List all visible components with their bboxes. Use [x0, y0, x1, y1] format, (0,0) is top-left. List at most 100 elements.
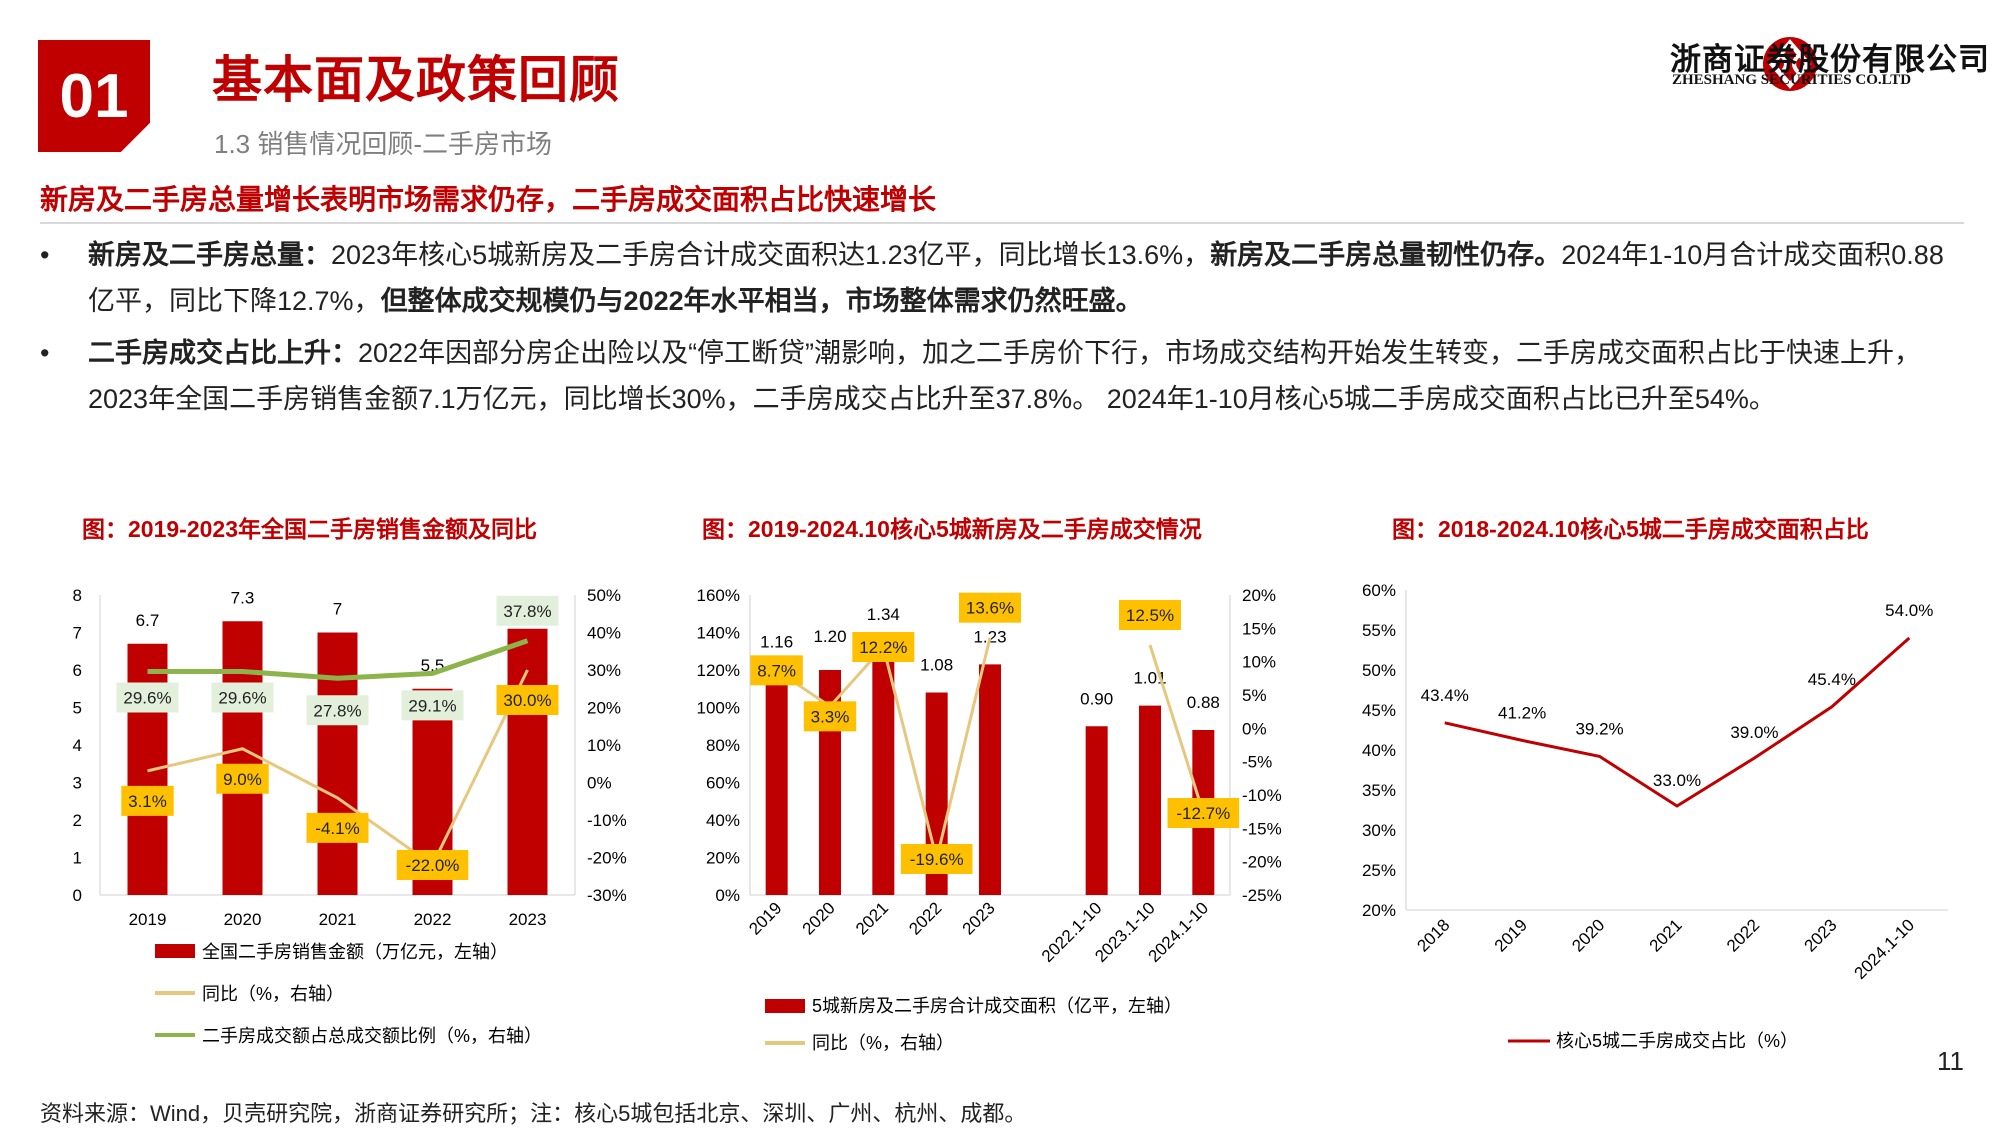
chart1-secondhand-sales: 0 1 2 3 4 5 6 7 8 -30% -20% -10% 0% 10% 20% 30% 40% 50% 20… [73, 586, 627, 1046]
right-tick-label: 15% [1242, 619, 1276, 638]
x-tick-label: 2023 [959, 898, 999, 938]
y-tick-label: 40% [1362, 741, 1396, 760]
chart3-secondhand-share: 20% 25% 30% 35% 40% 45% 50% 55% 60% 2018 2019 2020 2… [1362, 581, 1948, 1051]
bar-sales-2021 [317, 632, 358, 895]
yoy-label-box [1167, 798, 1240, 828]
yoy-label-box [216, 763, 269, 794]
right-tick-label: 5% [1242, 686, 1267, 705]
yoy-label: 9.0% [223, 770, 262, 789]
x-tick-label: 2021 [1646, 915, 1686, 955]
share-label-box [306, 695, 369, 726]
left-tick-label: 2 [73, 811, 82, 830]
left-tick-label: 6 [73, 661, 82, 680]
bullet-total-volume: • 新房及二手房总量：2023年核心5城新房及二手房合计成交面积达1.23亿平，… [36, 232, 1966, 324]
x-tick-label: 2022 [1723, 915, 1763, 955]
yoy-label: 30.0% [503, 691, 551, 710]
left-tick-label: 0% [715, 886, 740, 905]
left-tick-label: 7 [73, 624, 82, 643]
share-label: 29.1% [408, 696, 456, 715]
y-tick-label: 50% [1362, 661, 1396, 680]
yoy-label: 12.2% [859, 638, 907, 657]
point-value-label: 45.4% [1808, 670, 1856, 689]
company-name-en: ZHESHANG SECURITIES CO.LTD [1672, 72, 1912, 88]
y-tick-label: 35% [1362, 781, 1396, 800]
bar-value-label: 0.90 [1080, 689, 1113, 708]
x-tick-label: 2019 [745, 898, 785, 938]
share-label-box [496, 595, 559, 626]
legend-label: 全国二手房销售金额（万亿元，左轴） [202, 942, 508, 962]
yoy-label: 3.3% [811, 707, 850, 726]
bullet-dot: • [40, 338, 50, 368]
right-tick-label: 20% [587, 699, 621, 718]
share-line [147, 638, 529, 681]
x-tick-label: 2021 [852, 898, 892, 938]
right-tick-label: -10% [1242, 786, 1282, 805]
share-label: 37.8% [503, 602, 551, 621]
legend-label: 5城新房及二手房合计成交面积（亿平，左轴） [812, 996, 1182, 1016]
right-tick-label: -20% [587, 849, 627, 868]
legend-label: 二手房成交额占总成交额比例（%，右轴） [202, 1026, 542, 1046]
left-tick-label: 60% [706, 774, 740, 793]
point-value-label: 41.2% [1498, 703, 1546, 722]
legend-swatch-bar [155, 944, 195, 958]
x-tick-label: 2022 [414, 910, 452, 929]
x-tick-label: 2020 [224, 910, 262, 929]
x-tick-label: 2019 [129, 910, 167, 929]
point-value-label: 43.4% [1421, 686, 1469, 705]
x-tick-label: 2020 [1568, 915, 1608, 955]
yoy-line-segment [1148, 644, 1205, 814]
right-tick-label: -10% [587, 811, 627, 830]
x-tick-label: 2019 [1491, 915, 1531, 955]
bullet-emphasis: 新房及二手房总量韧性仍存。 [1210, 240, 1562, 270]
legend-swatch-bar [765, 999, 805, 1013]
right-tick-label: -20% [1242, 853, 1282, 872]
yoy-label: -4.1% [315, 819, 359, 838]
left-tick-label: 160% [697, 586, 740, 605]
share-label: 27.8% [313, 701, 361, 720]
page-title: 基本面及政策回顾 [212, 52, 620, 108]
left-tick-label: 140% [697, 624, 740, 643]
bullet-text: 二手房成交占比上升：2022年因部分房企出险以及“停工断贷”潮影响，加之二手房价… [88, 330, 1966, 422]
bullet-text: 新房及二手房总量：2023年核心5城新房及二手房合计成交面积达1.23亿平，同比… [88, 232, 1966, 324]
bar-value-label: 6.7 [136, 611, 160, 630]
y-tick-label: 60% [1362, 581, 1396, 600]
left-tick-label: 3 [73, 774, 82, 793]
right-tick-label: 20% [1242, 586, 1276, 605]
bar-value-label: 1.34 [867, 605, 900, 624]
yoy-label-box [803, 701, 857, 732]
y-tick-label: 45% [1362, 701, 1396, 720]
page-subtitle: 1.3 销售情况回顾-二手房市场 [214, 129, 553, 159]
bullet-body: 2024年1-10月合计成交面积0.88亿平，同比下降12.7%， [88, 240, 1944, 316]
right-tick-label: 30% [587, 661, 621, 680]
yoy-line [147, 669, 529, 868]
yoy-label: 13.6% [966, 599, 1014, 618]
slide-headline: 新房及二手房总量增长表明市场需求仍存，二手房成交面积占比快速增长 [40, 184, 937, 215]
y-tick-label: 55% [1362, 621, 1396, 640]
x-tick-label: 2023 [509, 910, 547, 929]
bar-value-label: 7.3 [231, 588, 255, 607]
left-tick-label: 8 [73, 586, 82, 605]
left-tick-label: 0 [73, 886, 82, 905]
yoy-label: -22.0% [406, 856, 460, 875]
yoy-label-box [306, 812, 369, 843]
legend-label: 同比（%，右轴） [202, 984, 344, 1004]
yoy-label: -12.7% [1176, 804, 1230, 823]
bullet-secondhand-share: • 二手房成交占比上升：2022年因部分房企出险以及“停工断贷”潮影响，加之二手… [36, 330, 1966, 422]
company-logo-icon [1763, 37, 1817, 91]
yoy-label-box [750, 655, 803, 686]
share-label-box [211, 682, 274, 713]
chart3-title: 图：2018-2024.10核心5城二手房成交面积占比 [1392, 516, 1869, 542]
x-tick-label: 2022 [905, 898, 945, 938]
chart1-title: 图：2019-2023年全国二手房销售金额及同比 [82, 516, 537, 542]
legend-label: 核心5城二手房成交占比（%） [1556, 1031, 1798, 1051]
section-number: 01 [59, 61, 129, 131]
bar-value-label: 1.20 [813, 627, 846, 646]
source-note: 资料来源：Wind，贝壳研究院，浙商证券研究所；注：核心5城包括北京、深圳、广州… [40, 1101, 1027, 1126]
yoy-label: 3.1% [128, 792, 167, 811]
x-tick-label: 2020 [799, 898, 839, 938]
company-name-cn: 浙商证券股份有限公司 [1670, 42, 1990, 77]
left-tick-label: 20% [706, 849, 740, 868]
left-tick-label: 1 [73, 849, 82, 868]
page-number: 11 [1937, 1046, 1964, 1076]
yoy-label-box [496, 685, 559, 715]
